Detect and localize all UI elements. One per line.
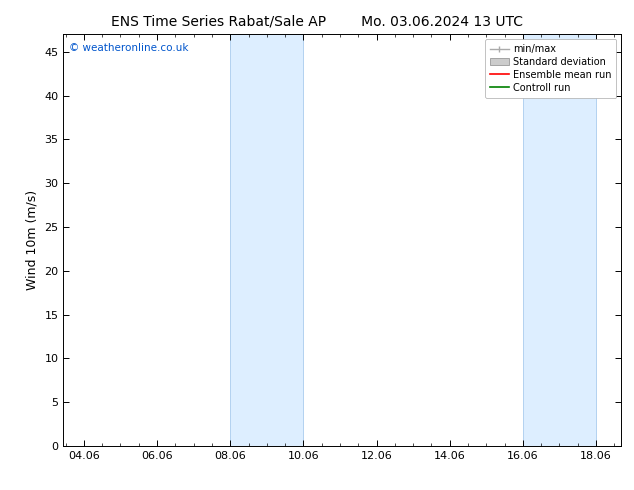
Y-axis label: Wind 10m (m/s): Wind 10m (m/s): [26, 190, 39, 290]
Text: ENS Time Series Rabat/Sale AP        Mo. 03.06.2024 13 UTC: ENS Time Series Rabat/Sale AP Mo. 03.06.…: [111, 15, 523, 29]
Bar: [230, 34, 304, 446]
Text: © weatheronline.co.uk: © weatheronline.co.uk: [69, 43, 188, 52]
Legend: min/max, Standard deviation, Ensemble mean run, Controll run: min/max, Standard deviation, Ensemble me…: [485, 39, 616, 98]
Bar: [523, 34, 596, 446]
